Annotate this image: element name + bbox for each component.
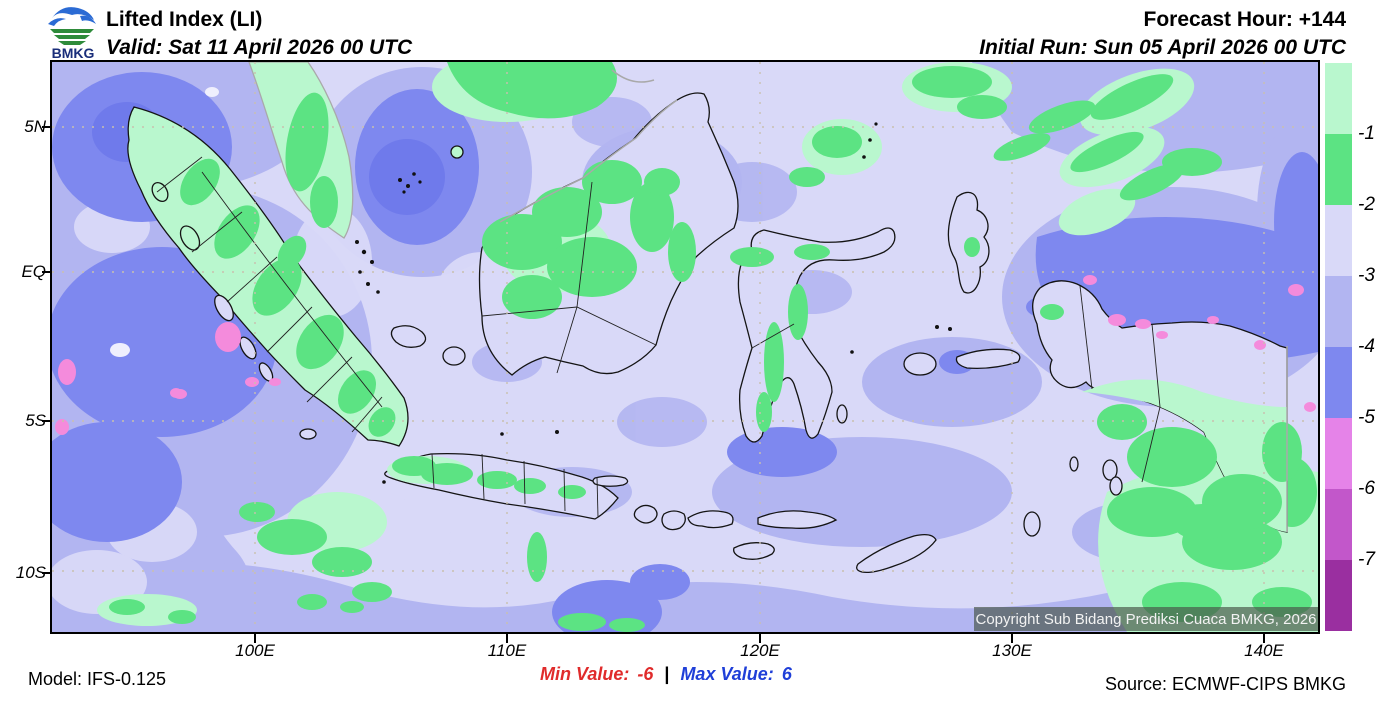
- lat-label-5s: 5S: [25, 411, 46, 430]
- lon-tick-120e: [759, 634, 761, 643]
- min-value: -6: [637, 664, 654, 684]
- province-borders-layer: [156, 156, 1161, 518]
- lon-tick-130e: [1011, 634, 1013, 643]
- forecast-hour-label: Forecast Hour: +144: [1143, 8, 1347, 31]
- aru: [1102, 459, 1118, 481]
- bmkg-logo-graphic: BMKG: [48, 7, 96, 61]
- model-label: Model: IFS-0.125: [28, 669, 167, 689]
- lombok: [661, 510, 686, 531]
- aru-2: [1109, 476, 1123, 496]
- foreign-coastlines-layer: [499, 69, 1288, 532]
- lon-label-140e: 140E: [1244, 641, 1284, 660]
- colorbar-segment: [1325, 63, 1352, 134]
- bmkg-logo: BMKG: [44, 2, 102, 61]
- bangka: [390, 325, 427, 348]
- colorbar-segment: [1325, 205, 1352, 276]
- bali: [633, 504, 658, 524]
- sumbawa: [687, 510, 734, 529]
- lon-label-100e: 100E: [235, 641, 275, 660]
- enggano: [299, 428, 317, 440]
- seram: [955, 348, 1021, 370]
- small-island-specks: [355, 122, 952, 484]
- lon-label-120e: 120E: [740, 641, 780, 660]
- lat-tick-5n: [42, 126, 51, 128]
- belitung: [442, 346, 466, 366]
- lat-tick-5s: [42, 420, 51, 422]
- lon-label-130e: 130E: [992, 641, 1032, 660]
- nias: [179, 225, 201, 251]
- land-li-green-patches: [180, 92, 1302, 540]
- colorbar-segment: [1325, 560, 1352, 631]
- tanimbar: [1023, 511, 1041, 537]
- flores: [757, 510, 838, 529]
- max-value-label: Max Value:: [680, 664, 774, 684]
- copyright-overlay: Copyright Sub Bidang Prediksi Cuaca BMKG…: [974, 607, 1318, 631]
- colorbar-label-minus7: -7: [1358, 549, 1375, 570]
- min-max-separator: |: [664, 664, 670, 684]
- colorbar-segment: [1325, 347, 1352, 418]
- colorbar-label-minus3: -3: [1358, 265, 1375, 286]
- natuna: [450, 145, 464, 159]
- initial-run-label: Initial Run: Sun 05 April 2026 00 UTC: [979, 36, 1346, 59]
- lat-tick-eq: [42, 271, 51, 273]
- buru: [903, 352, 937, 376]
- lon-tick-100e: [254, 634, 256, 643]
- siberut: [214, 294, 234, 322]
- page-title: Lifted Index (LI): [106, 8, 263, 31]
- lat-label-eq: EQ: [21, 262, 46, 281]
- source-label: Source: ECMWF-CIPS BMKG: [1104, 674, 1346, 694]
- li-colorbar: [1325, 63, 1352, 631]
- buton: [836, 404, 848, 424]
- lat-tick-10s: [42, 572, 51, 574]
- grid-lines: [52, 62, 1318, 632]
- madura: [592, 475, 629, 487]
- colorbar-label-minus6: -6: [1358, 478, 1375, 499]
- colorbar-segment: [1325, 489, 1352, 560]
- indonesia-li-map: [52, 62, 1318, 632]
- li-band-minus5-6-spots: [55, 275, 1316, 435]
- lon-tick-110e: [506, 634, 508, 643]
- colorbar-label-minus2: -2: [1358, 194, 1375, 215]
- max-value: 6: [781, 664, 792, 684]
- valid-time-label: Valid: Sat 11 April 2026 00 UTC: [106, 36, 413, 59]
- min-max-values: Min Value: -6 | Max Value: 6: [540, 664, 792, 685]
- colorbar-segment: [1325, 418, 1352, 489]
- colorbar-segment: [1325, 134, 1352, 205]
- kai: [1069, 456, 1079, 472]
- simeulue: [151, 182, 169, 202]
- lon-tick-140e: [1263, 634, 1265, 643]
- lat-label-5n: 5N: [24, 117, 46, 136]
- colorbar-label-minus5: -5: [1358, 407, 1375, 428]
- lat-label-10s: 10S: [15, 563, 46, 582]
- forecast-map: Copyright Sub Bidang Prediksi Cuaca BMKG…: [50, 60, 1320, 634]
- colorbar-segment: [1325, 276, 1352, 347]
- sulawesi: [737, 227, 896, 443]
- pagai: [239, 336, 257, 360]
- colorbar-label-minus1: -1: [1358, 123, 1375, 144]
- bmkg-logo-text: BMKG: [52, 45, 95, 60]
- sumba: [733, 542, 775, 560]
- timor: [856, 534, 937, 574]
- colorbar-label-minus4: -4: [1358, 336, 1375, 357]
- min-value-label: Min Value:: [540, 664, 630, 684]
- lon-label-110e: 110E: [487, 641, 527, 660]
